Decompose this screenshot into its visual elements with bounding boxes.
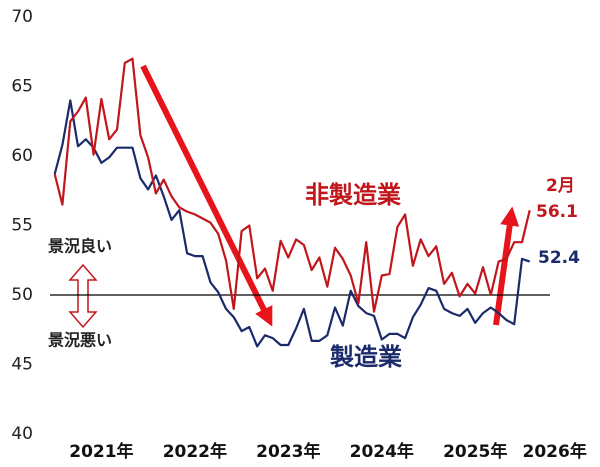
annotation-month: 2月 [546, 176, 575, 196]
y-tick-label: 50 [11, 285, 33, 305]
x-tick-label: 2025年 [443, 441, 507, 462]
double-arrow [68, 263, 98, 329]
y-tick-label: 65 [11, 77, 33, 97]
trend-arrow-up [493, 206, 520, 326]
y-tick-label: 40 [11, 424, 33, 444]
series-label: 製造業 [330, 343, 402, 371]
series-line [53, 99, 531, 348]
y-tick-label: 60 [11, 146, 33, 166]
annotation-good: 景況良い [48, 237, 112, 256]
value-label: 52.4 [538, 248, 580, 268]
annotation-bad: 景況悪い [48, 331, 112, 350]
y-tick-label: 70 [11, 7, 33, 27]
value-label: 56.1 [536, 202, 578, 222]
x-tick-label: 2021年 [69, 441, 133, 462]
series-line [53, 57, 531, 313]
series-label: 非製造業 [305, 181, 401, 209]
x-tick-label: 2026年 [523, 441, 587, 462]
x-tick-label: 2022年 [163, 441, 227, 462]
y-tick-label: 45 [11, 355, 33, 375]
x-tick-label: 2024年 [350, 441, 414, 462]
x-tick-label: 2023年 [256, 441, 320, 462]
trend-arrow-down [140, 64, 273, 327]
y-tick-label: 55 [11, 216, 33, 236]
